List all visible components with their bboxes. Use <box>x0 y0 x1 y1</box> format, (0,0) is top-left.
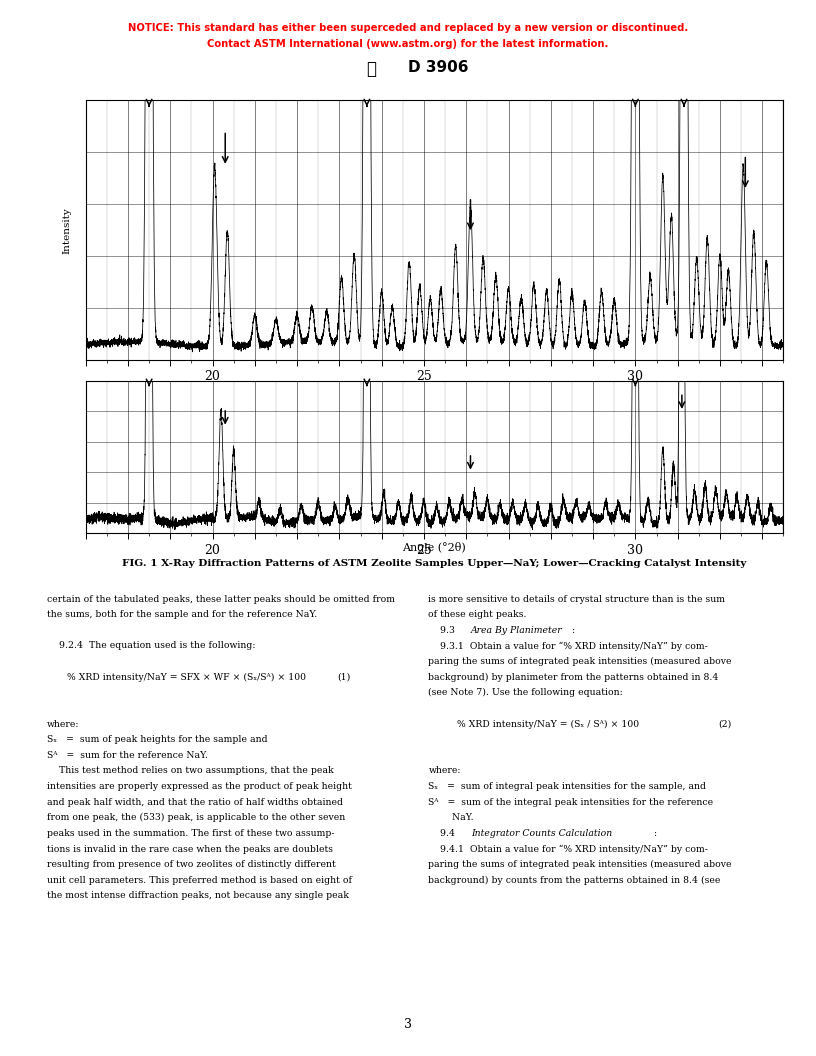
Text: Contact ASTM International (www.astm.org) for the latest information.: Contact ASTM International (www.astm.org… <box>207 39 609 49</box>
Text: paring the sums of integrated peak intensities (measured above: paring the sums of integrated peak inten… <box>428 861 732 869</box>
Text: and peak half width, and that the ratio of half widths obtained: and peak half width, and that the ratio … <box>47 797 344 807</box>
Text: background) by planimeter from the patterns obtained in 8.4: background) by planimeter from the patte… <box>428 673 719 682</box>
Text: Area By Planimeter: Area By Planimeter <box>471 626 562 635</box>
Text: peaks used in the summation. The first of these two assump-: peaks used in the summation. The first o… <box>47 829 335 838</box>
Text: FIG. 1 X-Ray Diffraction Patterns of ASTM Zeolite Samples Upper—NaY; Lower—Crack: FIG. 1 X-Ray Diffraction Patterns of AST… <box>122 559 747 568</box>
Text: is more sensitive to details of crystal structure than is the sum: is more sensitive to details of crystal … <box>428 595 725 604</box>
Text: where:: where: <box>47 719 80 729</box>
Text: 9.3.1  Obtain a value for “% XRD intensity/NaY” by com-: 9.3.1 Obtain a value for “% XRD intensit… <box>428 641 708 650</box>
Text: of these eight peaks.: of these eight peaks. <box>428 610 527 619</box>
Text: from one peak, the (533) peak, is applicable to the other seven: from one peak, the (533) peak, is applic… <box>47 813 346 823</box>
Text: Sₓ   =  sum of integral peak intensities for the sample, and: Sₓ = sum of integral peak intensities fo… <box>428 782 707 791</box>
Text: tions is invalid in the rare case when the peaks are doublets: tions is invalid in the rare case when t… <box>47 845 333 853</box>
Text: 3: 3 <box>404 1018 412 1031</box>
Text: unit cell parameters. This preferred method is based on eight of: unit cell parameters. This preferred met… <box>47 875 353 885</box>
Y-axis label: Intensity: Intensity <box>63 207 72 253</box>
Text: % XRD intensity/NaY = (Sₓ / Sᴬ) × 100: % XRD intensity/NaY = (Sₓ / Sᴬ) × 100 <box>457 719 639 729</box>
Text: where:: where: <box>428 767 461 775</box>
Text: 9.2.4  The equation used is the following:: 9.2.4 The equation used is the following… <box>47 641 256 650</box>
Text: Ⓜ: Ⓜ <box>366 60 376 78</box>
Text: the sums, both for the sample and for the reference NaY.: the sums, both for the sample and for th… <box>47 610 317 619</box>
Text: Angle (°2θ): Angle (°2θ) <box>402 542 466 552</box>
Text: :: : <box>571 626 574 635</box>
Text: NOTICE: This standard has either been superceded and replaced by a new version o: NOTICE: This standard has either been su… <box>128 23 688 33</box>
Text: (2): (2) <box>718 719 731 729</box>
Text: Integrator Counts Calculation: Integrator Counts Calculation <box>471 829 612 838</box>
Text: intensities are properly expressed as the product of peak height: intensities are properly expressed as th… <box>47 782 353 791</box>
Text: D 3906: D 3906 <box>408 60 468 75</box>
Text: (see Note 7). Use the following equation:: (see Note 7). Use the following equation… <box>428 689 623 697</box>
Text: NaY.: NaY. <box>428 813 474 823</box>
Text: certain of the tabulated peaks, these latter peaks should be omitted from: certain of the tabulated peaks, these la… <box>47 595 395 604</box>
Text: 9.4.1  Obtain a value for “% XRD intensity/NaY” by com-: 9.4.1 Obtain a value for “% XRD intensit… <box>428 845 708 854</box>
Text: % XRD intensity/NaY = SFX × WF × (Sₓ/Sᴬ) × 100: % XRD intensity/NaY = SFX × WF × (Sₓ/Sᴬ)… <box>55 673 307 682</box>
Text: This test method relies on two assumptions, that the peak: This test method relies on two assumptio… <box>47 767 334 775</box>
Text: 9.3: 9.3 <box>428 626 461 635</box>
Text: Sᴬ   =  sum of the integral peak intensities for the reference: Sᴬ = sum of the integral peak intensitie… <box>428 797 713 807</box>
Text: (1): (1) <box>337 673 350 682</box>
Text: Sₓ   =  sum of peak heights for the sample and: Sₓ = sum of peak heights for the sample … <box>47 735 268 744</box>
Text: background) by counts from the patterns obtained in 8.4 (see: background) by counts from the patterns … <box>428 875 721 885</box>
Text: the most intense diffraction peaks, not because any single peak: the most intense diffraction peaks, not … <box>47 891 349 901</box>
Text: 9.4: 9.4 <box>428 829 461 838</box>
Text: paring the sums of integrated peak intensities (measured above: paring the sums of integrated peak inten… <box>428 657 732 666</box>
Text: resulting from presence of two zeolites of distinctly different: resulting from presence of two zeolites … <box>47 861 336 869</box>
Text: :: : <box>653 829 656 838</box>
Text: Sᴬ   =  sum for the reference NaY.: Sᴬ = sum for the reference NaY. <box>47 751 208 760</box>
